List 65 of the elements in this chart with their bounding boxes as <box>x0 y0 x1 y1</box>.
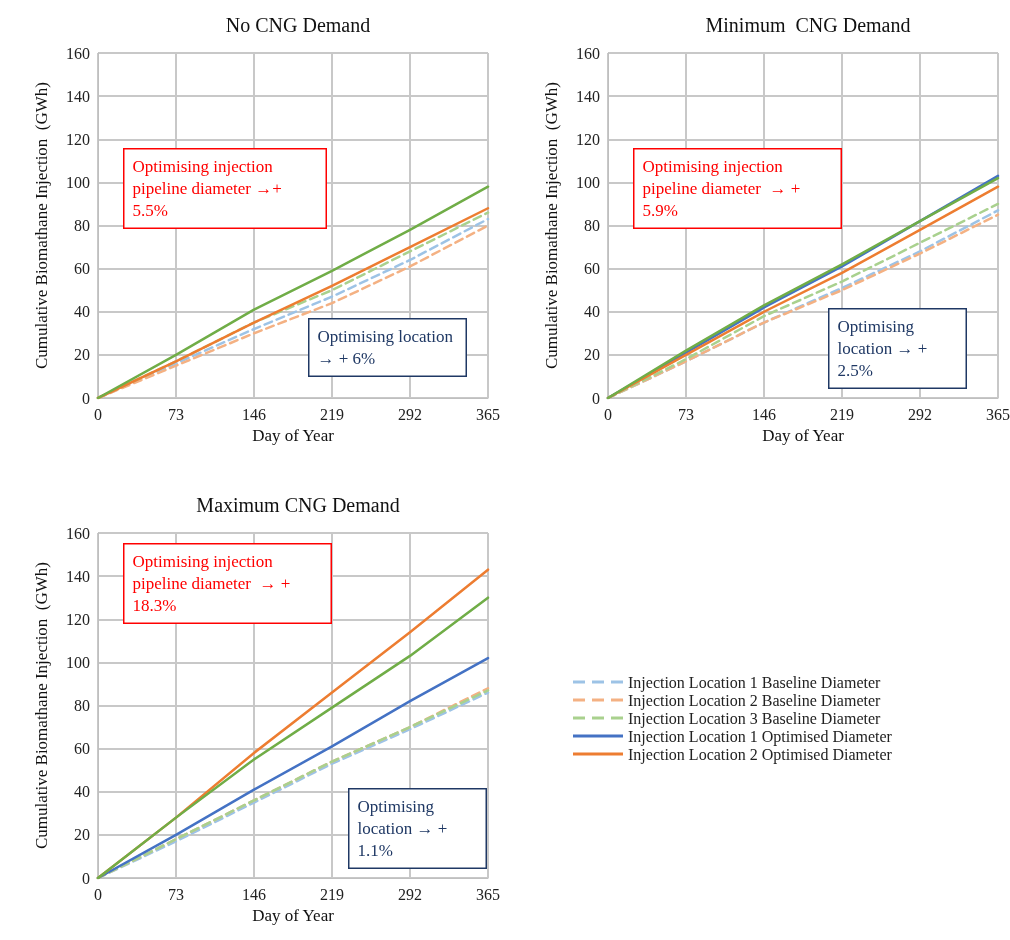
legend-label: Injection Location 3 Baseline Diameter <box>628 709 882 728</box>
chart-title: No CNG Demand <box>225 14 371 36</box>
y-tick-label: 40 <box>74 303 90 321</box>
x-tick-label: 146 <box>242 885 266 903</box>
y-tick-label: 20 <box>74 826 90 844</box>
y-tick-label: 60 <box>74 740 90 758</box>
x-tick-label: 0 <box>604 405 612 423</box>
x-tick-label: 292 <box>398 405 422 423</box>
y-tick-label: 60 <box>74 260 90 278</box>
annotation: Optimising location → + 6% <box>317 327 458 368</box>
chart-title: Maximum CNG Demand <box>196 494 400 516</box>
annotation: Optimising injection pipeline diameter → + 18.3% <box>132 552 295 615</box>
y-tick-label: 20 <box>74 346 90 364</box>
y-tick-label: 140 <box>576 87 600 105</box>
legend-label: Injection Location 2 Optimised Diameter <box>628 745 893 764</box>
y-tick-label: 120 <box>576 130 600 148</box>
y-tick-label: 80 <box>74 217 90 234</box>
y-tick-label: 80 <box>74 697 90 714</box>
x-axis-title: Day of Year <box>252 425 335 445</box>
x-axis-title: Day of Year <box>252 905 335 925</box>
x-tick-label: 219 <box>830 405 854 423</box>
x-tick-label: 365 <box>986 405 1010 423</box>
y-tick-label: 60 <box>584 260 600 278</box>
x-tick-label: 73 <box>678 405 694 423</box>
y-tick-label: 100 <box>66 173 90 191</box>
y-tick-label: 140 <box>66 567 90 585</box>
y-tick-label: 120 <box>66 130 90 148</box>
legend-label: Injection Location 1 Optimised Diameter <box>628 727 893 746</box>
x-axis-title: Day of Year <box>762 425 845 445</box>
x-tick-label: 365 <box>476 885 500 903</box>
x-tick-label: 0 <box>94 405 102 423</box>
y-tick-label: 140 <box>66 87 90 105</box>
x-tick-label: 365 <box>476 405 500 423</box>
y-tick-label: 0 <box>82 389 90 407</box>
legend-label: Injection Location 1 Baseline Diameter <box>628 673 882 692</box>
x-tick-label: 219 <box>320 405 344 423</box>
y-tick-label: 0 <box>592 389 600 407</box>
y-tick-label: 80 <box>584 217 600 234</box>
y-tick-label: 120 <box>66 610 90 628</box>
annotation: Optimising location → + 2.5% <box>837 317 932 380</box>
x-tick-label: 0 <box>94 885 102 903</box>
y-tick-label: 160 <box>66 44 90 62</box>
y-tick-label: 160 <box>66 524 90 542</box>
y-axis-title: Cumulative Biomathane Injection (GWh) <box>542 81 561 370</box>
x-tick-label: 219 <box>320 885 344 903</box>
x-tick-label: 146 <box>242 405 266 423</box>
chart-title: Minimum CNG Demand <box>705 14 911 36</box>
annotation: Optimising injection pipeline diameter →+ 5.5% <box>132 157 287 220</box>
y-axis-title: Cumulative Biomathane Injection (GWh) <box>32 561 51 850</box>
y-tick-label: 0 <box>82 869 90 887</box>
y-axis-title: Cumulative Biomathane Injection (GWh) <box>32 81 51 370</box>
y-tick-label: 160 <box>576 44 600 62</box>
y-tick-label: 100 <box>576 173 600 191</box>
x-tick-label: 146 <box>752 405 776 423</box>
y-tick-label: 40 <box>584 303 600 321</box>
x-tick-label: 73 <box>168 885 184 903</box>
y-tick-label: 40 <box>74 783 90 801</box>
x-tick-label: 292 <box>398 885 422 903</box>
annotation: Optimising injection pipeline diameter → + 5.9% <box>642 157 805 220</box>
x-tick-label: 73 <box>168 405 184 423</box>
y-tick-label: 20 <box>584 346 600 364</box>
y-tick-label: 100 <box>66 653 90 671</box>
x-tick-label: 292 <box>908 405 932 423</box>
legend-label: Injection Location 2 Baseline Diameter <box>628 691 882 710</box>
annotation: Optimising location → + 1.1% <box>357 797 452 860</box>
